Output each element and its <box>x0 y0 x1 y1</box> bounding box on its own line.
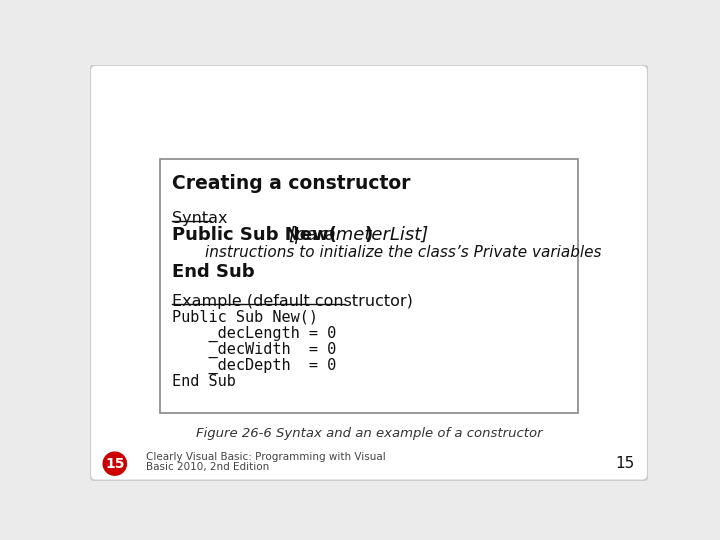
Text: End Sub: End Sub <box>172 374 236 389</box>
Text: _decWidth  = 0: _decWidth = 0 <box>172 342 336 358</box>
Text: Figure 26-6 Syntax and an example of a constructor: Figure 26-6 Syntax and an example of a c… <box>196 427 542 440</box>
Text: ): ) <box>364 226 373 245</box>
Text: Example (default constructor): Example (default constructor) <box>172 294 413 309</box>
Text: [parameterList]: [parameterList] <box>289 226 428 245</box>
Circle shape <box>103 452 127 475</box>
Text: Public Sub New(): Public Sub New() <box>172 309 318 325</box>
Text: Public Sub New(: Public Sub New( <box>172 226 337 245</box>
FancyBboxPatch shape <box>160 159 578 413</box>
Text: _decDepth  = 0: _decDepth = 0 <box>172 358 336 374</box>
FancyBboxPatch shape <box>90 65 648 481</box>
Text: 15: 15 <box>616 456 635 471</box>
Text: Clearly Visual Basic: Programming with Visual: Clearly Visual Basic: Programming with V… <box>145 453 385 462</box>
Text: _decLength = 0: _decLength = 0 <box>172 326 336 342</box>
Text: instructions to initialize the class’s Private variables: instructions to initialize the class’s P… <box>204 245 601 260</box>
Text: Basic 2010, 2nd Edition: Basic 2010, 2nd Edition <box>145 462 269 472</box>
Text: 15: 15 <box>105 457 125 471</box>
Text: Creating a constructor: Creating a constructor <box>172 174 410 193</box>
Text: Syntax: Syntax <box>172 211 228 226</box>
Text: End Sub: End Sub <box>172 264 255 281</box>
